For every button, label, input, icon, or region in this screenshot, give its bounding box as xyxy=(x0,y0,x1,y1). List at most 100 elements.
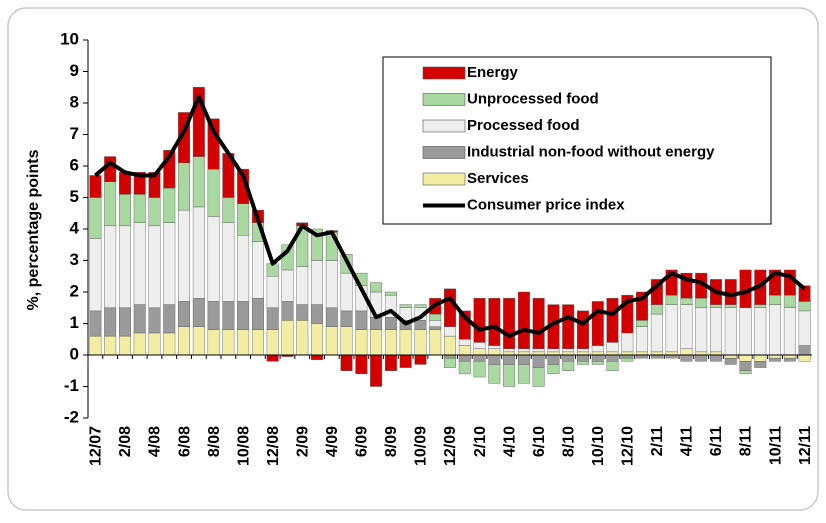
bar-segment xyxy=(311,304,323,324)
bar-segment xyxy=(237,329,250,356)
bar-segment xyxy=(650,304,663,315)
legend-swatch xyxy=(422,119,466,133)
y-tick-label: 9 xyxy=(70,61,79,80)
bar-segment xyxy=(606,342,619,353)
bar-segment xyxy=(606,354,619,362)
bar-segment xyxy=(355,310,368,330)
bar-segment xyxy=(547,364,560,375)
bar-segment xyxy=(473,361,486,378)
x-tick-label: 12/10 xyxy=(620,426,637,466)
bar-segment xyxy=(724,279,737,305)
legend-label: Industrial non-food without energy xyxy=(467,143,715,160)
bar-segment xyxy=(591,301,604,346)
bar-segment xyxy=(458,354,471,362)
y-tick-label: -1 xyxy=(64,376,79,395)
bar-segment xyxy=(680,304,693,349)
bar-segment xyxy=(783,294,796,308)
legend-swatch xyxy=(422,93,466,106)
bar-segment xyxy=(163,150,176,189)
bar-segment xyxy=(178,162,191,211)
bar-segment xyxy=(281,301,294,321)
bar-segment xyxy=(665,304,678,353)
bar-segment xyxy=(429,320,442,327)
bar-segment xyxy=(724,304,737,308)
x-tick-label: 10/08 xyxy=(235,426,252,466)
x-tick-label: 4/11 xyxy=(679,426,696,456)
bar-segment xyxy=(266,354,279,362)
legend-label: Unprocessed food xyxy=(467,90,599,107)
bar-segment xyxy=(739,370,752,375)
bar-segment xyxy=(488,345,501,349)
bar-segment xyxy=(266,307,279,330)
bar-segment xyxy=(237,203,250,236)
x-tick-label: 6/08 xyxy=(176,426,193,457)
bar-segment xyxy=(370,354,383,387)
bar-segment xyxy=(148,197,161,227)
bar-segment xyxy=(311,228,323,261)
bar-segment xyxy=(192,156,205,208)
bar-segment xyxy=(414,354,427,365)
bar-segment xyxy=(458,361,471,375)
bar-segment xyxy=(739,361,752,371)
bar-segment xyxy=(148,332,161,356)
x-tick-label: 12/08 xyxy=(265,426,282,466)
bar-segment xyxy=(311,260,323,305)
bar-segment xyxy=(695,307,708,353)
bar-segment xyxy=(798,310,811,346)
bar-segment xyxy=(680,354,693,362)
legend-swatch xyxy=(422,146,466,159)
bar-segment xyxy=(547,354,560,365)
bar-segment xyxy=(251,298,264,330)
bar-segment xyxy=(444,288,456,327)
bar-segment xyxy=(636,320,649,327)
bar-segment xyxy=(384,329,397,356)
legend-label: Consumer price index xyxy=(467,196,625,213)
bar-segment xyxy=(207,118,220,170)
bar-segment xyxy=(399,304,412,308)
bar-segment xyxy=(414,320,427,331)
legend-swatch xyxy=(422,172,466,186)
bar-segment xyxy=(517,364,530,384)
bar-segment xyxy=(709,354,722,362)
x-tick-label: 2/08 xyxy=(117,426,134,457)
bar-segment xyxy=(798,285,811,302)
bar-segment xyxy=(680,298,693,305)
bar-segment xyxy=(517,291,530,349)
bar-segment xyxy=(192,298,205,327)
y-tick-label: 8 xyxy=(70,92,79,111)
x-tick-label: 10/11 xyxy=(767,426,784,465)
bar-segment xyxy=(340,354,353,371)
legend-label: Processed food xyxy=(467,117,580,134)
bar-segment xyxy=(207,216,220,302)
bar-segment xyxy=(591,354,604,362)
bar-segment xyxy=(650,313,663,353)
y-tick-label: 7 xyxy=(70,124,79,143)
bar-segment xyxy=(89,238,102,312)
bar-segment xyxy=(473,348,486,356)
bar-segment xyxy=(237,235,250,302)
bar-segment xyxy=(222,197,235,223)
bar-segment xyxy=(118,335,131,356)
bar-segment xyxy=(163,222,176,305)
bar-segment xyxy=(444,335,456,356)
bar-segment xyxy=(709,307,722,353)
bar-segment xyxy=(384,354,397,371)
bar-segment xyxy=(429,329,442,356)
bar-segment xyxy=(769,269,782,296)
bar-segment xyxy=(532,298,545,349)
bar-segment xyxy=(118,172,131,195)
legend-label: Services xyxy=(467,170,529,187)
bar-segment xyxy=(473,298,486,343)
x-tick-label: 8/11 xyxy=(738,426,755,456)
bar-segment xyxy=(503,298,516,349)
bar-segment xyxy=(621,332,634,353)
legend-label: Energy xyxy=(467,64,519,81)
bar-segment xyxy=(118,225,131,308)
bar-segment xyxy=(562,348,575,353)
legend: Energy Unprocessed food Processed food Indu… xyxy=(382,56,772,225)
bar-segment xyxy=(325,260,338,308)
bar-segment xyxy=(739,307,752,356)
bar-segment xyxy=(739,354,752,362)
bar-segment xyxy=(636,326,649,353)
bar-segment xyxy=(754,304,767,308)
